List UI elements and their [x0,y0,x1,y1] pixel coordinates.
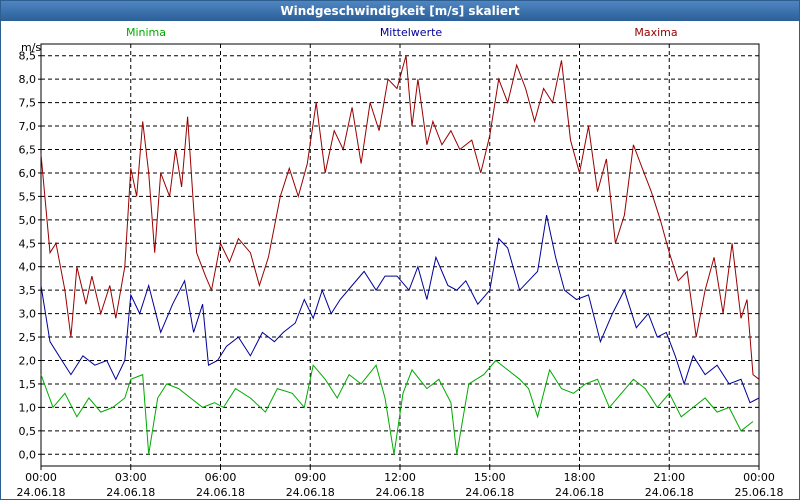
legend-minima: Minima [126,26,166,39]
x-tick-time: 00:00 [743,471,775,484]
y-tick-label: 0,5 [19,425,37,438]
x-tick-date: 24.06.18 [555,486,604,499]
legend-mittelwerte: Mittelwerte [380,26,443,39]
y-tick-label: 7,0 [19,120,37,133]
x-tick-date: 24.06.18 [17,486,66,499]
x-tick-date: 24.06.18 [196,486,245,499]
y-tick-label: 3,0 [19,308,37,321]
y-tick-label: 5,5 [19,190,37,203]
x-tick-time: 03:00 [115,471,147,484]
x-tick-date: 24.06.18 [645,486,694,499]
x-axis: 00:00 24.06.18 03:00 24.06.18 06:00 24.06.18 0… [17,466,784,499]
y-tick-label: 4,5 [19,237,37,250]
x-tick-time: 12:00 [384,471,416,484]
x-tick-date: 24.06.18 [465,486,514,499]
legend-maxima: Maxima [634,26,677,39]
y-tick-label: 2,0 [19,355,37,368]
y-tick-label: 1,5 [19,378,37,391]
y-tick-label: 1,0 [19,401,37,414]
x-tick-time: 15:00 [474,471,506,484]
series-line-mittelwerte [40,214,760,404]
window-title: Windgeschwindigkeit [m/s] skaliert [1,1,799,21]
y-tick-label: 4,0 [19,261,37,274]
x-tick-date: 24.06.18 [376,486,425,499]
y-tick-label: 5,0 [19,214,37,227]
y-tick-label: 8,5 [19,50,37,63]
y-axis-label: m/s [21,41,41,54]
grid [41,44,759,466]
y-axis: 0,0 0,5 1,0 1,5 2,0 2,5 3,0 3,5 4,0 4,5 5,0 5,5 6,0 6… [19,41,42,461]
x-tick-date: 24.06.18 [106,486,155,499]
y-tick-label: 2,5 [19,331,37,344]
series-lines [40,55,760,455]
x-tick-date: 25.06.18 [735,486,784,499]
y-tick-label: 7,5 [19,97,37,110]
legend: Minima Mittelwerte Maxima [126,26,678,39]
x-tick-date: 24.06.18 [286,486,335,499]
y-tick-label: 6,0 [19,167,37,180]
y-tick-label: 6,5 [19,144,37,157]
series-line-minima [40,359,754,455]
y-tick-label: 3,5 [19,284,37,297]
x-tick-time: 18:00 [564,471,596,484]
x-tick-time: 06:00 [205,471,237,484]
x-tick-time: 09:00 [294,471,326,484]
x-tick-time: 21:00 [653,471,685,484]
y-tick-label: 0,0 [19,448,37,461]
x-tick-time: 00:00 [25,471,57,484]
series-line-maxima [40,55,760,380]
y-tick-label: 8,0 [19,73,37,86]
